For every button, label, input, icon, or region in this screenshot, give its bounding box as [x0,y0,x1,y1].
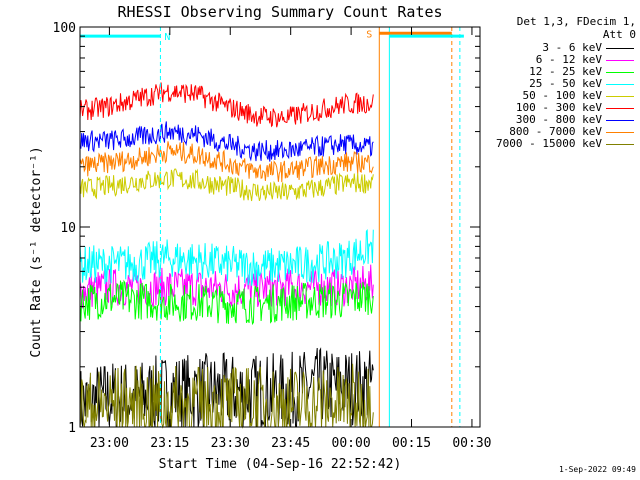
legend-label: 800 - 7000 keV [509,125,602,138]
legend-label: 100 - 300 keV [515,101,602,114]
legend-item: 12 - 25 keV [470,66,636,78]
legend-swatch [606,60,634,61]
legend-label: 12 - 25 keV [529,65,602,78]
y-tick-label-2: 100 [53,21,76,36]
legend-label: 50 - 100 keV [522,89,602,102]
chart-title: RHESSI Observing Summary Count Rates [117,3,442,21]
legend-item: 50 - 100 keV [470,90,636,102]
legend-swatch [606,132,634,133]
x-tick-label-5: 00:15 [392,436,431,451]
trace-12-25kev [79,279,374,326]
x-tick-label-2: 23:30 [211,436,250,451]
legend-label: 25 - 50 keV [529,77,602,90]
x-tick-label-1: 23:15 [150,436,189,451]
trace-50-100kev [79,168,374,202]
legend-label: 3 - 6 keV [542,41,602,54]
trace-800-7000kev [79,141,374,183]
trace-300-800kev [79,121,374,162]
legend-header-line-1: Att 0 [602,28,636,41]
annotation-label-1: S [366,29,372,40]
legend-item: 6 - 12 keV [470,54,636,66]
y-axis-label: Count Rate (s⁻¹ detector⁻¹) [29,146,44,357]
legend-swatch [606,84,634,85]
legend-label: 7000 - 15000 keV [496,137,602,150]
legend-item: 7000 - 15000 keV [470,138,636,150]
legend-item: 25 - 50 keV [470,78,636,90]
annotation-label-0: N [164,32,170,43]
legend-item: 100 - 300 keV [470,102,636,114]
legend-item: 3 - 6 keV [470,42,636,54]
legend-item: 300 - 800 keV [470,114,636,126]
trace-6-12kev [79,264,374,309]
y-tick-label-0: 1 [68,421,76,436]
legend-label: 6 - 12 keV [535,53,602,66]
legend-swatch [606,72,634,73]
x-tick-label-6: 00:30 [452,436,491,451]
legend-label: 300 - 800 keV [515,113,602,126]
axes: 23:00 23:15 23:30 23:45 00:00 00:15 00:30 1 10 10… [53,21,492,451]
legend-item: 800 - 7000 keV [470,126,636,138]
y-tick-label-1: 10 [60,221,76,236]
x-tick-label-4: 00:00 [332,436,371,451]
legend-header-line-0: Det 1,3, FDecim 1, [516,15,636,28]
trace-7000-15000kev [79,363,374,429]
legend-swatch [606,120,634,121]
footer-date: 1-Sep-2022 09:49 [558,465,636,474]
legend-swatch [606,48,634,49]
x-axis-label: Start Time (04-Sep-16 22:52:42) [159,457,402,472]
trace-25-50kev [79,229,374,286]
legend-swatch [606,108,634,109]
data-traces [79,82,374,429]
legend-swatch [606,96,634,97]
legend-swatch [606,144,634,145]
x-tick-label-0: 23:00 [90,436,129,451]
x-tick-label-3: 23:45 [271,436,310,451]
trace-100-300kev [79,82,374,128]
